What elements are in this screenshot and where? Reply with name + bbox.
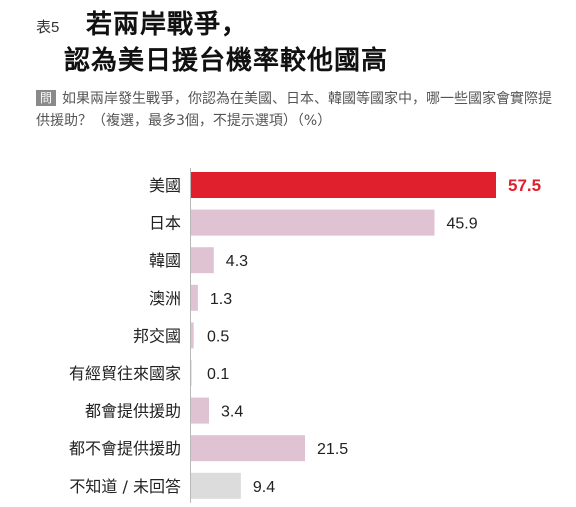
category-label-5: 有經貿往來國家	[69, 364, 181, 383]
survey-question: 問如果兩岸發生戰爭，你認為在美國、日本、韓國等國家中，哪一些國家會實際提供援助？…	[36, 88, 556, 132]
bar-7	[191, 435, 305, 462]
category-label-6: 都會提供援助	[85, 402, 181, 421]
value-label-3: 1.3	[210, 291, 232, 308]
bar-0	[191, 172, 496, 198]
value-label-7: 21.5	[317, 441, 348, 458]
category-label-8: 不知道 / 未回答	[69, 477, 181, 496]
question-tag: 問	[36, 90, 57, 106]
category-label-2: 韓國	[149, 251, 181, 270]
value-label-4: 0.5	[207, 328, 229, 345]
bar-2	[191, 247, 214, 274]
value-label-1: 45.9	[446, 216, 477, 233]
bar-4	[191, 322, 194, 349]
value-label-5: 0.1	[207, 366, 229, 383]
value-label-0: 57.5	[508, 176, 541, 195]
value-label-8: 9.4	[253, 479, 275, 496]
category-label-7: 都不會提供援助	[69, 439, 181, 458]
category-label-3: 澳洲	[149, 289, 181, 308]
category-label-0: 美國	[149, 176, 181, 195]
value-label-6: 3.4	[221, 404, 243, 421]
bar-group: 美國 57.5 日本 45.9 韓國 4.3 澳洲 1.3 邦交國 0.5 有經貿往來國家 0.1 都會…	[69, 172, 541, 499]
category-label-1: 日本	[149, 214, 181, 233]
bar-6	[191, 397, 209, 424]
category-label-4: 邦交國	[133, 326, 181, 345]
bar-3	[191, 284, 198, 311]
chart-title-line2: 認為美日援台機率較他國高	[64, 46, 389, 76]
bar-5	[191, 360, 192, 386]
table-number: 表5	[36, 19, 60, 36]
chart-title-line1: 若兩岸戰爭，	[86, 10, 249, 40]
value-label-2: 4.3	[226, 253, 248, 270]
bar-1	[191, 209, 435, 236]
bar-8	[191, 472, 241, 499]
question-text: 如果兩岸發生戰爭，你認為在美國、日本、韓國等國家中，哪一些國家會實際提供援助？（…	[36, 91, 553, 129]
chart-header: 表5 若兩岸戰爭， 認為美日援台機率較他國高 問如果兩岸發生戰爭，你認為在美國、…	[0, 0, 576, 140]
